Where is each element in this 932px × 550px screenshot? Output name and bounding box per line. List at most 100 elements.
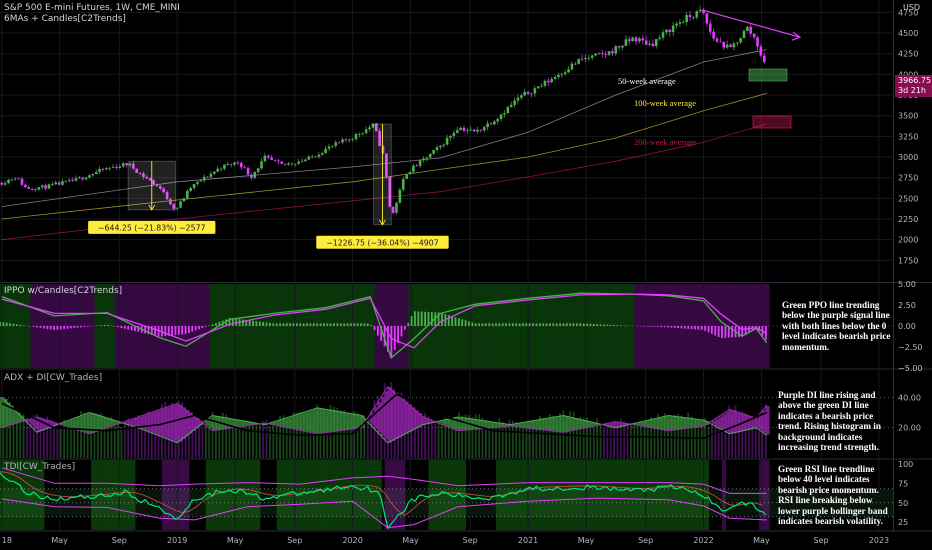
bearish-trendline[interactable] xyxy=(701,9,801,38)
candle[interactable] xyxy=(293,163,297,167)
candle[interactable] xyxy=(580,54,584,61)
candle[interactable] xyxy=(590,54,594,61)
candle[interactable] xyxy=(121,161,125,168)
candle[interactable] xyxy=(671,21,675,37)
candle[interactable] xyxy=(317,152,321,159)
candle[interactable] xyxy=(374,122,378,132)
candle[interactable] xyxy=(283,163,287,167)
candle[interactable] xyxy=(341,137,344,145)
candle[interactable] xyxy=(752,33,756,40)
candle[interactable] xyxy=(401,176,405,192)
candle[interactable] xyxy=(557,72,560,79)
candle[interactable] xyxy=(439,145,442,150)
candle[interactable] xyxy=(685,11,688,26)
candle[interactable] xyxy=(574,61,577,66)
candle[interactable] xyxy=(196,181,199,187)
candle[interactable] xyxy=(162,187,166,194)
candle[interactable] xyxy=(229,163,233,168)
candle[interactable] xyxy=(695,10,699,20)
price-axis[interactable]: 1750200022502500275030003250350037504000… xyxy=(898,8,923,527)
candle[interactable] xyxy=(327,143,331,152)
candle[interactable] xyxy=(445,134,449,146)
candle[interactable] xyxy=(71,177,74,182)
candle[interactable] xyxy=(159,185,162,191)
candle[interactable] xyxy=(523,88,527,97)
candle[interactable] xyxy=(455,126,459,134)
candle[interactable] xyxy=(570,61,574,71)
candle[interactable] xyxy=(715,36,719,44)
candle[interactable] xyxy=(125,162,128,168)
candle[interactable] xyxy=(307,154,311,161)
candle[interactable] xyxy=(729,42,732,48)
candle[interactable] xyxy=(91,173,95,177)
candle[interactable] xyxy=(631,36,634,42)
candle[interactable] xyxy=(742,29,746,39)
candle[interactable] xyxy=(644,36,648,45)
candle[interactable] xyxy=(88,174,91,178)
candle[interactable] xyxy=(651,39,655,48)
candle[interactable] xyxy=(462,125,466,133)
candle[interactable] xyxy=(708,19,712,36)
candle[interactable] xyxy=(37,187,41,192)
candle[interactable] xyxy=(361,132,365,136)
candle[interactable] xyxy=(287,161,290,166)
candle[interactable] xyxy=(553,75,557,81)
candle[interactable] xyxy=(762,52,766,64)
candle[interactable] xyxy=(57,180,61,185)
candle[interactable] xyxy=(428,153,432,159)
ppo-panel[interactable] xyxy=(0,292,893,360)
candle[interactable] xyxy=(648,40,651,47)
candle[interactable] xyxy=(422,156,425,163)
candle[interactable] xyxy=(425,156,429,162)
candle[interactable] xyxy=(604,50,607,59)
candle[interactable] xyxy=(638,36,641,44)
candle[interactable] xyxy=(665,28,668,35)
candle[interactable] xyxy=(209,171,213,180)
candle[interactable] xyxy=(219,167,223,172)
candle[interactable] xyxy=(688,10,692,21)
candle[interactable] xyxy=(142,171,145,180)
candle[interactable] xyxy=(641,34,645,45)
candle[interactable] xyxy=(47,183,51,190)
candle[interactable] xyxy=(179,199,182,209)
candle[interactable] xyxy=(385,153,388,180)
candle[interactable] xyxy=(175,207,179,211)
candle[interactable] xyxy=(236,160,240,166)
candle[interactable] xyxy=(331,145,334,148)
candle[interactable] xyxy=(577,58,580,65)
candle[interactable] xyxy=(725,40,729,49)
candle[interactable] xyxy=(344,137,348,143)
tdi-panel[interactable] xyxy=(0,467,893,530)
candle[interactable] xyxy=(496,117,500,125)
candle[interactable] xyxy=(516,94,520,104)
candle[interactable] xyxy=(719,37,722,43)
candle[interactable] xyxy=(749,23,753,37)
candle[interactable] xyxy=(155,183,159,188)
candle[interactable] xyxy=(611,48,614,56)
candle[interactable] xyxy=(148,177,152,181)
candle[interactable] xyxy=(101,167,105,172)
candle[interactable] xyxy=(452,130,456,139)
candle[interactable] xyxy=(304,158,307,162)
candle[interactable] xyxy=(61,179,64,186)
candle[interactable] xyxy=(300,158,304,163)
candle[interactable] xyxy=(189,186,192,193)
candle[interactable] xyxy=(395,201,398,215)
candle[interactable] xyxy=(324,145,327,154)
candle[interactable] xyxy=(98,166,101,175)
candle[interactable] xyxy=(226,161,230,166)
candle[interactable] xyxy=(705,13,709,27)
candle[interactable] xyxy=(169,197,172,206)
candle[interactable] xyxy=(398,188,402,204)
adx-panel[interactable] xyxy=(0,382,893,458)
candle[interactable] xyxy=(675,21,678,29)
candle[interactable] xyxy=(601,49,604,58)
candle[interactable] xyxy=(594,52,597,57)
candle[interactable] xyxy=(472,128,476,132)
candle[interactable] xyxy=(128,162,132,168)
drawdown-measure[interactable]: −644.25 (−21.83%) −2577 xyxy=(88,160,216,234)
candle[interactable] xyxy=(405,173,408,180)
candle[interactable] xyxy=(547,77,550,86)
candle[interactable] xyxy=(172,203,176,211)
candle[interactable] xyxy=(735,42,739,47)
